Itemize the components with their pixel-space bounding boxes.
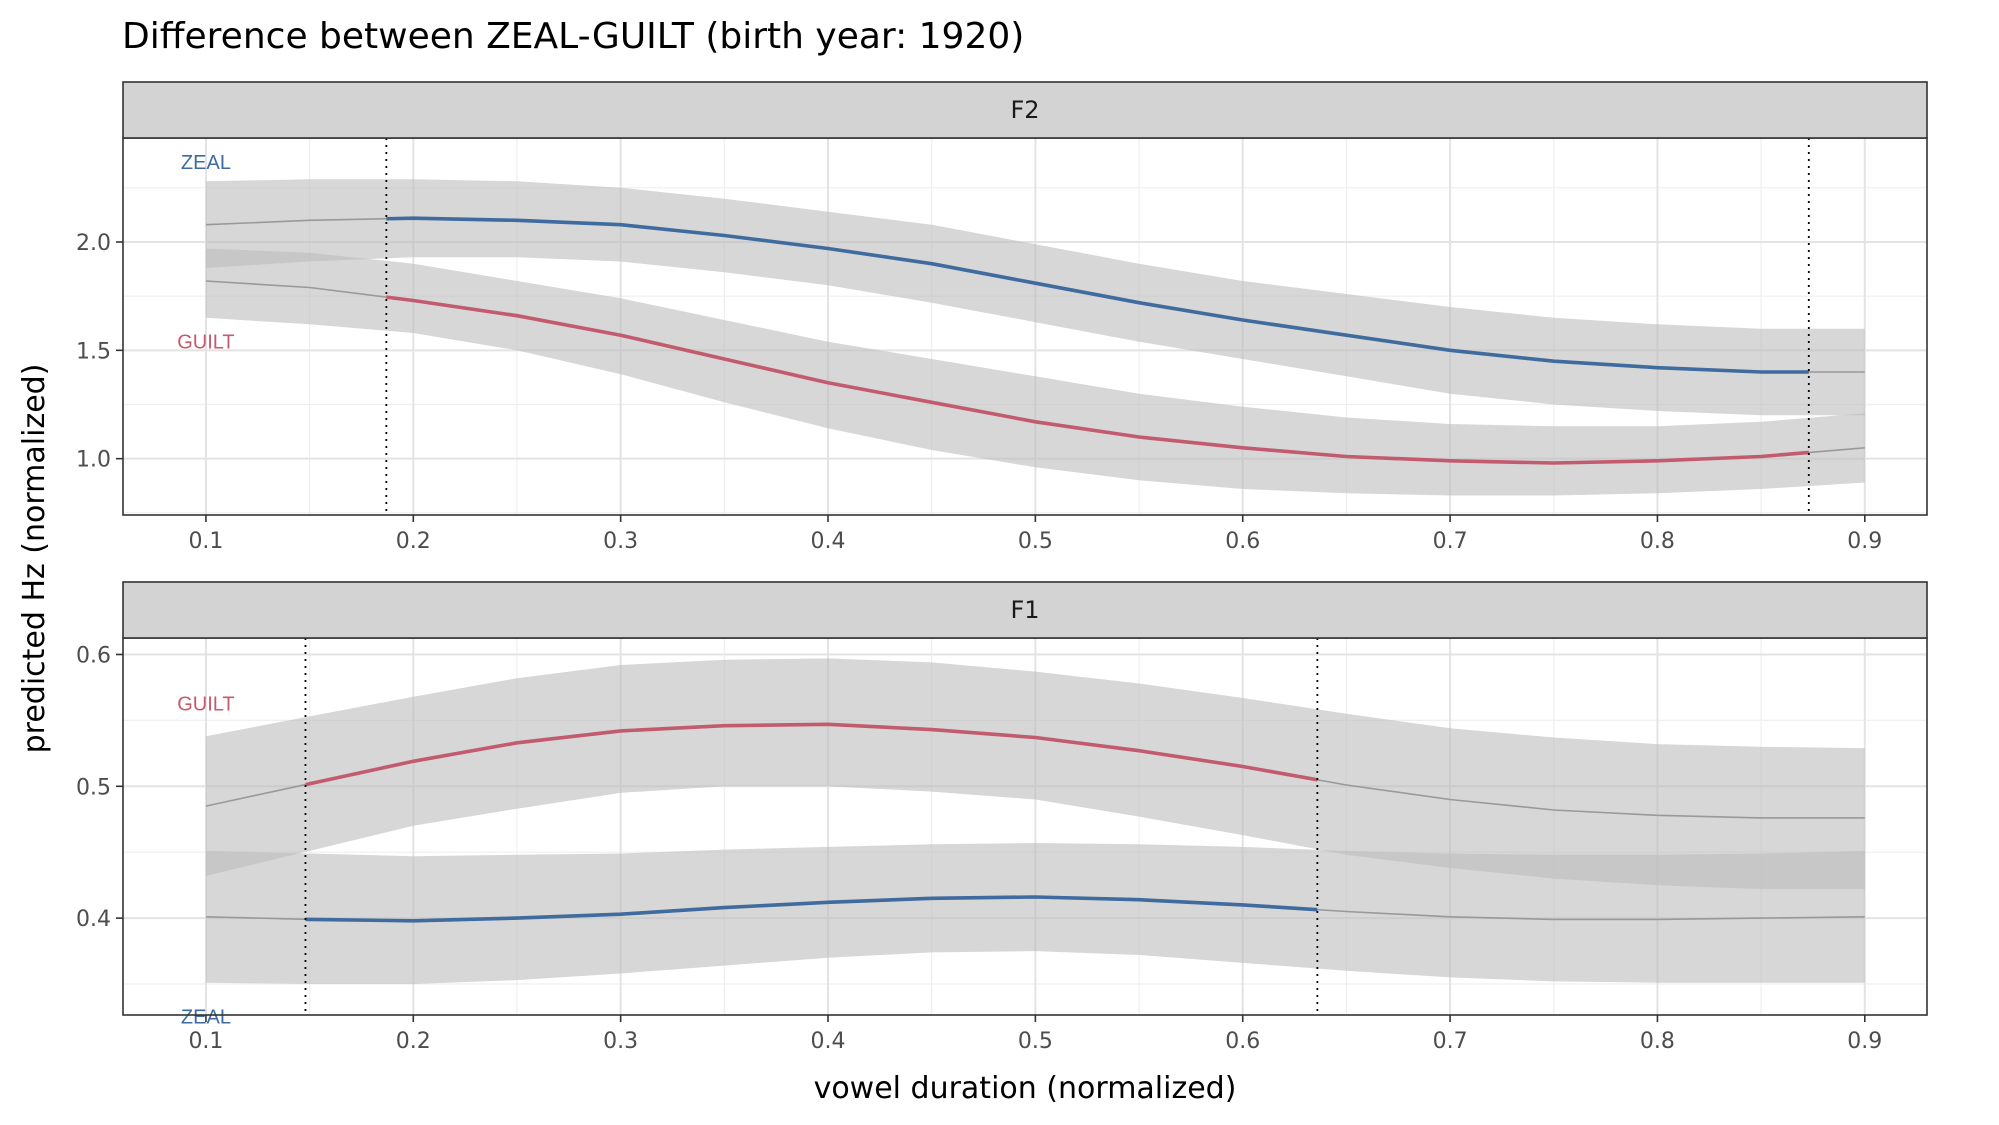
line-difference-guilt [386,295,1809,465]
x-tick-label: 0.7 [1433,1029,1468,1054]
y-tick-label: 0.6 [76,643,111,668]
panels: ZEAL GUILT F2 1.0 1.5 2.0 0.1 0.2 0.3 0.4 0.5 0.6 0.… [76,81,1928,1054]
x-tick-label: 0.5 [1018,1029,1053,1054]
x-axis-title: vowel duration (normalized) [814,1071,1237,1106]
x-tick-label: 0.2 [396,1029,431,1054]
strip-label: F1 [1010,596,1039,624]
x-tick-label: 0.1 [188,1029,223,1054]
panel-f2: ZEAL GUILT F2 1.0 1.5 2.0 0.1 0.2 0.3 0.4 0.5 0.6 0.… [76,81,1928,554]
y-axis-title: predicted Hz (normalized) [17,364,52,754]
x-tick-label: 0.3 [603,529,638,554]
x-tick-label: 0.1 [188,529,223,554]
line-difference-zeal [386,216,1809,374]
line-difference-guilt [305,722,1318,787]
strip-label: F2 [1010,96,1039,124]
x-tick-label: 0.8 [1640,1029,1675,1054]
x-tick-label: 0.5 [1018,529,1053,554]
chart-title: Difference between ZEAL-GUILT (birth yea… [122,16,1024,57]
ribbon-zeal [205,843,1865,984]
y-tick-label: 0.5 [76,775,111,800]
ribbon-zeal [205,179,1865,416]
x-tick-label: 0.4 [811,1029,846,1054]
x-tick-label: 0.8 [1640,529,1675,554]
x-tick-label: 0.7 [1433,529,1468,554]
x-tick-label: 0.9 [1847,529,1882,554]
series-label-guilt: GUILT [177,693,234,715]
x-tick-label: 0.3 [603,1029,638,1054]
x-tick-label: 0.4 [811,529,846,554]
y-tick-label: 1.0 [76,448,111,473]
series-label-guilt: GUILT [177,332,234,354]
ribbon-guilt [205,248,1865,496]
y-tick-label: 0.4 [76,907,111,932]
x-tick-label: 0.6 [1225,529,1260,554]
x-tick-label: 0.9 [1847,1029,1882,1054]
ribbon-guilt [205,658,1865,890]
series-label-zeal: ZEAL [181,152,231,174]
strip-background [122,81,1928,139]
y-tick-label: 2.0 [76,231,111,256]
line-difference-zeal [305,895,1318,923]
strip-background [122,581,1928,639]
y-tick-label: 1.5 [76,339,111,364]
x-tick-label: 0.6 [1225,1029,1260,1054]
x-tick-label: 0.2 [396,529,431,554]
